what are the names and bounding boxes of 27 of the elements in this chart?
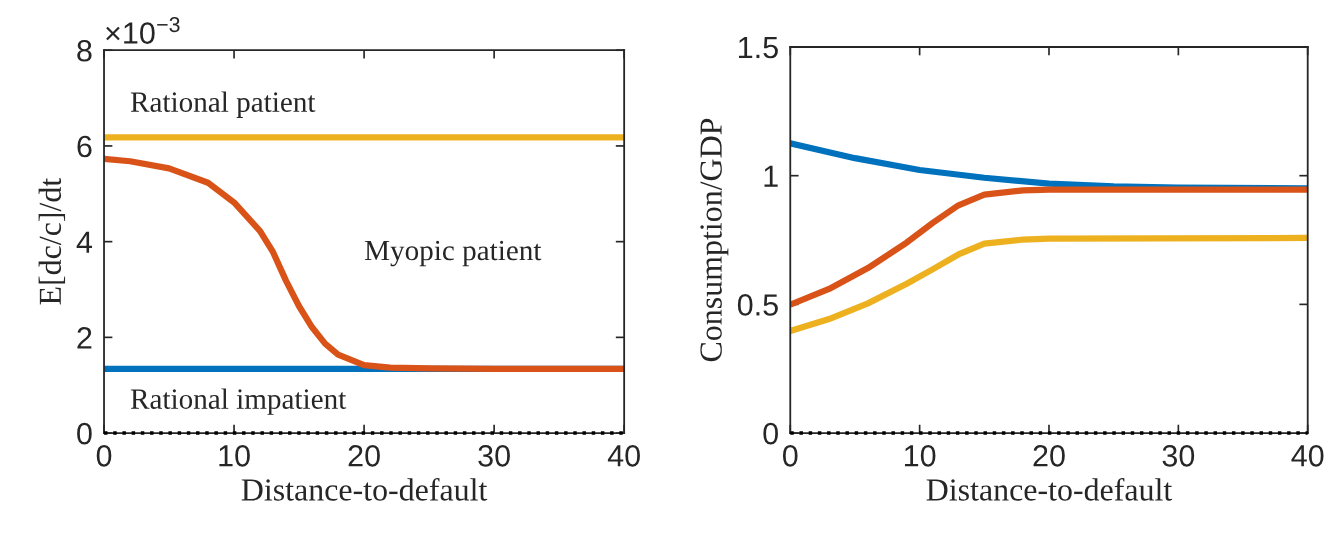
x-tick-label: 40 [607, 445, 640, 467]
series-label: Rational patient [130, 91, 316, 118]
text: ×10$^{−3}$ [106, 16, 180, 44]
x-tick-label: 20 [1033, 445, 1065, 467]
x-axis-title: Distance-to-default [926, 477, 1173, 501]
x-tick-label: 40 [1291, 445, 1324, 467]
y-axis-title: E[dc/c]/dt [38, 177, 66, 305]
text: Myopic patient [364, 240, 542, 267]
y-tick-label: 4 [76, 231, 93, 253]
series-label: Rational impatient [130, 388, 347, 415]
x-tick-label: 10 [904, 445, 936, 467]
y-tick-label: 0 [77, 422, 92, 445]
x-tick-label: 0 [96, 445, 112, 467]
y-axis-title: Consumption/GDP [700, 118, 729, 362]
x-tick-label: 30 [1162, 445, 1195, 467]
x-axis-title: Distance-to-default [241, 477, 488, 501]
x-tick-label: 0 [782, 445, 798, 467]
y-tick-label: 0 [763, 422, 778, 445]
y-tick-label: 1.5 [739, 37, 778, 59]
y-tick-label: 8 [77, 39, 92, 62]
x-tick-label: 20 [348, 445, 380, 467]
y-tick-label: 1 [764, 165, 778, 187]
y-tick-label: 2 [77, 327, 92, 349]
x-tick-label: 30 [478, 445, 510, 467]
y-tick-label: 0.5 [737, 294, 778, 316]
y-tick-label: 6 [77, 135, 92, 158]
x-tick-label: 10 [219, 445, 250, 467]
